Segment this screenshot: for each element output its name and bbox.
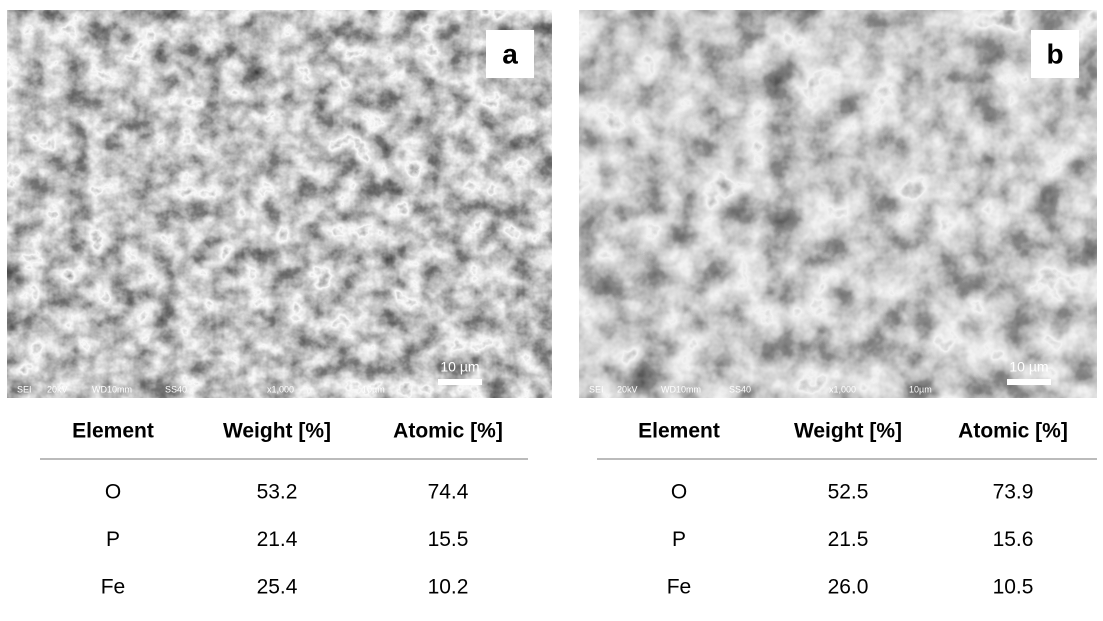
sem-image — [7, 10, 552, 398]
info-bar-item: SS40 — [165, 384, 187, 394]
table-cell: 21.4 — [257, 528, 298, 551]
info-bar-item: x1,000 — [829, 384, 856, 394]
table-header: Atomic [%] — [393, 420, 503, 443]
table-cell: P — [106, 528, 120, 551]
table-cell: O — [105, 481, 121, 504]
table-cell: 15.6 — [993, 528, 1034, 551]
info-bar-item: 20kV — [617, 384, 638, 394]
table-cell: 10.2 — [428, 576, 469, 599]
table-header: Weight [%] — [223, 420, 331, 443]
info-bar-item: 10µm — [362, 384, 385, 394]
figure: a SEI 20kV WD10mm SS40 x1,000 10µm 10 µm Element… — [0, 0, 1103, 621]
info-bar-item: x1,000 — [267, 384, 294, 394]
table-cell: Fe — [667, 576, 692, 599]
panel-label: a — [502, 38, 518, 69]
table-cell: 53.2 — [257, 481, 298, 504]
info-bar-item: SEI — [17, 384, 32, 394]
scale-bar — [438, 379, 482, 385]
table-header: Atomic [%] — [958, 420, 1068, 443]
sem-image — [579, 10, 1097, 398]
info-bar-item: SEI — [589, 384, 604, 394]
table-header: Weight [%] — [794, 420, 902, 443]
table-header: Element — [72, 420, 154, 443]
table-cell: 74.4 — [428, 481, 469, 504]
info-bar-item: 20kV — [47, 384, 68, 394]
table-cell: Fe — [101, 576, 126, 599]
panel-label: b — [1046, 38, 1063, 69]
table-cell: 73.9 — [993, 481, 1034, 504]
table-cell: 21.5 — [828, 528, 869, 551]
table-cell: O — [671, 481, 687, 504]
table-cell: 25.4 — [257, 576, 298, 599]
scale-bar-label: 10 µm — [440, 359, 479, 375]
table-cell: P — [672, 528, 686, 551]
table-cell: 15.5 — [428, 528, 469, 551]
info-bar-item: WD10mm — [92, 384, 132, 394]
info-bar-item: WD10mm — [661, 384, 701, 394]
info-bar-item: SS40 — [729, 384, 751, 394]
scale-bar — [1007, 379, 1051, 385]
scale-bar-label: 10 µm — [1009, 359, 1048, 375]
table-cell: 26.0 — [828, 576, 869, 599]
info-bar-item: 10µm — [909, 384, 932, 394]
table-cell: 10.5 — [993, 576, 1034, 599]
table-cell: 52.5 — [828, 481, 869, 504]
table-header: Element — [638, 420, 720, 443]
